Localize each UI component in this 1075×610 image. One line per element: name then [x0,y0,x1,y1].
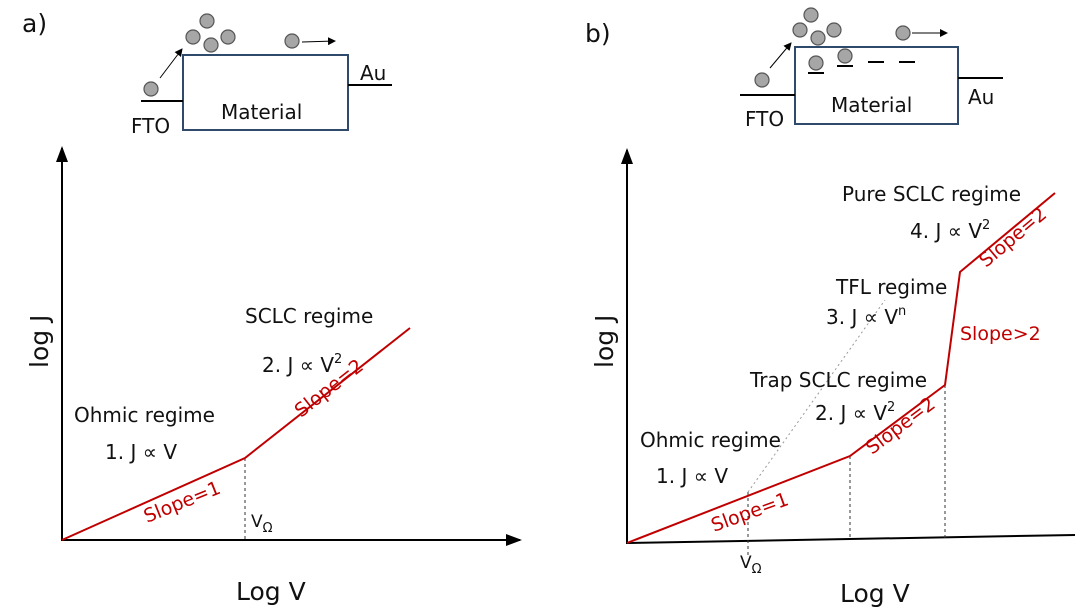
law-sup: 2 [887,400,895,415]
y-axis-label: log J [590,315,619,368]
regime-name: Trap SCLC regime [749,368,927,392]
tfl-extrapolation [747,299,886,493]
v-omega-sub: Ω [752,562,762,577]
panel-label: a) [22,9,47,38]
law-sup: 2 [982,218,990,233]
panel-b: b) Material FTO Au log J Log V Pure SCLC… [585,7,1075,608]
regime-name: Ohmic regime [640,428,781,452]
carriers [143,13,336,97]
regime-name: Ohmic regime [74,403,215,427]
v-omega-text: V [740,553,752,573]
x-axis-label: Log V [236,577,306,606]
v-omega: VΩ [251,512,273,536]
regime-name: Pure SCLC regime [842,182,1021,206]
v-omega-text: V [251,512,263,532]
jv-curve [626,192,1056,544]
law-sup: n [898,304,906,319]
v-omega: VΩ [740,553,762,577]
regime-law: 1. J ∝ V [656,464,728,488]
panel-a: a) Material FTO Au log J Log V SCLC regi… [22,9,522,606]
law-sup: 2 [334,352,342,367]
jv-curve [61,327,411,541]
regime-law: 1. J ∝ V [105,440,177,464]
material-label: Material [221,100,302,124]
panel-label: b) [585,19,611,48]
regime-law: 2. J ∝ V2 [262,352,342,377]
slope-label: Slope>2 [960,323,1041,345]
law-text: 3. J ∝ V [826,305,898,329]
material-label: Material [831,93,912,117]
law-text: 4. J ∝ V [910,219,982,243]
regime-law: 3. J ∝ Vn [826,304,906,329]
left-contact-label: FTO [745,107,784,131]
law-text: 2. J ∝ V [815,401,887,425]
law-text: 2. J ∝ V [262,353,334,377]
x-axis-label: Log V [840,579,910,608]
y-axis-label: log J [25,315,54,368]
right-contact-label: Au [360,61,386,85]
regime-name: TFL regime [835,275,947,299]
x-axis [626,534,1075,544]
left-contact-label: FTO [131,114,170,138]
regime-law: 4. J ∝ V2 [910,218,990,243]
right-contact-label: Au [968,85,994,109]
carriers [754,7,948,88]
slope-label: Slope=1 [141,477,224,528]
v-omega-sub: Ω [263,521,273,536]
device-box [794,46,959,125]
device-box [182,54,349,131]
slope-label: Slope=2 [975,203,1051,272]
regime-name: SCLC regime [245,304,373,328]
regime-law: 2. J ∝ V2 [815,400,895,425]
